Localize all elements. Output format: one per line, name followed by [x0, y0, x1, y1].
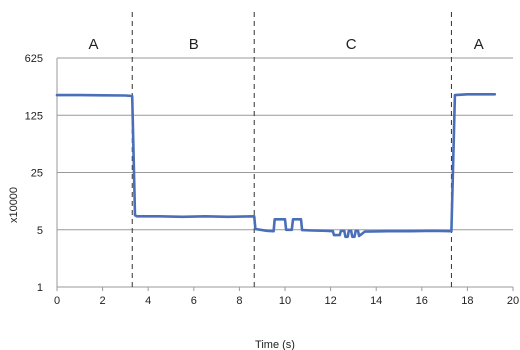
tick-labels: 1 5 25 125 625 0 2 4 6 8 10 12 14 16 18 20: [25, 53, 519, 307]
x-tick-label: 6: [191, 295, 197, 307]
region-label: B: [189, 36, 199, 53]
x-tick-label: 8: [236, 295, 242, 307]
y-tick-label: 25: [31, 168, 43, 180]
region-label: A: [474, 36, 484, 53]
series: [55, 93, 497, 239]
x-tick-label: 0: [54, 295, 60, 307]
series-line: [55, 93, 497, 239]
x-tick-label: 10: [279, 295, 291, 307]
y-tick-label: 125: [25, 110, 43, 122]
y-tick-label: 5: [37, 225, 43, 237]
region-label: A: [88, 36, 98, 53]
axes: [56, 58, 514, 291]
grid: [57, 57, 513, 231]
region-label: C: [346, 36, 357, 53]
x-tick-label: 16: [416, 295, 428, 307]
x-tick-label: 12: [324, 295, 336, 307]
region-dividers: [131, 12, 452, 287]
x-tick-label: 20: [507, 295, 519, 307]
x-axis-title: Time (s): [255, 339, 295, 350]
x-tick-label: 18: [461, 295, 473, 307]
y-tick-label: 1: [37, 282, 43, 294]
y-axis-title: x10000: [8, 187, 20, 223]
x-tick-label: 4: [145, 295, 151, 307]
x-tick-label: 2: [100, 295, 106, 307]
x-tick-label: 14: [370, 295, 382, 307]
y-tick-label: 625: [25, 53, 43, 65]
